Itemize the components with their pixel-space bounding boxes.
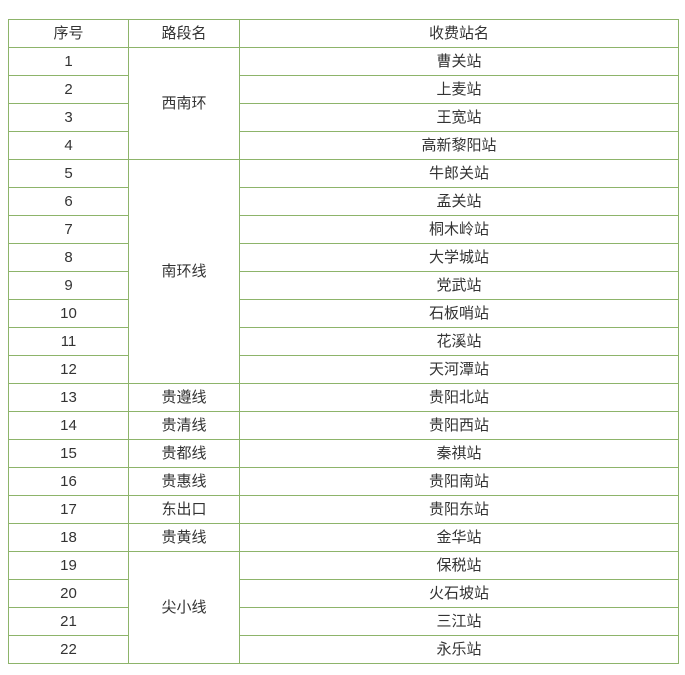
header-row: 序号 路段名 收费站名	[8, 19, 679, 48]
station-cell: 贵阳东站	[239, 495, 679, 524]
segment-cell: 南环线	[128, 159, 240, 384]
station-cell: 金华站	[239, 523, 679, 552]
seq-cell: 13	[8, 383, 129, 412]
station-cell: 永乐站	[239, 635, 679, 664]
header-station: 收费站名	[239, 19, 679, 48]
station-cell: 天河潭站	[239, 355, 679, 384]
station-cell: 保税站	[239, 551, 679, 580]
table-row: 4 高新黎阳站	[8, 131, 679, 160]
table-row: 18 贵黄线 金华站	[8, 523, 679, 552]
seq-cell: 5	[8, 159, 129, 188]
seq-cell: 8	[8, 243, 129, 272]
table-row: 11 花溪站	[8, 327, 679, 356]
table-row: 3 王宽站	[8, 103, 679, 132]
table-row: 22 永乐站	[8, 635, 679, 664]
station-cell: 贵阳北站	[239, 383, 679, 412]
table-row: 5 南环线 牛郎关站	[8, 159, 679, 384]
station-cell: 王宽站	[239, 103, 679, 132]
seq-cell: 21	[8, 607, 129, 636]
segment-cell: 贵清线	[128, 411, 240, 440]
seq-cell: 16	[8, 467, 129, 496]
station-cell: 高新黎阳站	[239, 131, 679, 160]
station-cell: 曹关站	[239, 47, 679, 76]
station-cell: 花溪站	[239, 327, 679, 356]
seq-cell: 14	[8, 411, 129, 440]
station-cell: 大学城站	[239, 243, 679, 272]
toll-station-table: 序号 路段名 收费站名 1 西南环 曹关站 2 上麦站 3 王宽站 4 高新黎阳站 5 南环线 牛郎关…	[8, 19, 679, 664]
table-row: 20 火石坡站	[8, 579, 679, 608]
header-seq: 序号	[8, 19, 129, 48]
table-row: 2 上麦站	[8, 75, 679, 104]
table-row: 16 贵惠线 贵阳南站	[8, 467, 679, 496]
seq-cell: 9	[8, 271, 129, 300]
station-cell: 孟关站	[239, 187, 679, 216]
table-row: 6 孟关站	[8, 187, 679, 216]
table-row: 12 天河潭站	[8, 355, 679, 384]
header-segment: 路段名	[128, 19, 240, 48]
seq-cell: 6	[8, 187, 129, 216]
table-row: 17 东出口 贵阳东站	[8, 495, 679, 524]
table-row: 15 贵都线 秦祺站	[8, 439, 679, 468]
table-row: 1 西南环 曹关站	[8, 47, 679, 160]
station-cell: 党武站	[239, 271, 679, 300]
seq-cell: 3	[8, 103, 129, 132]
table-body: 1 西南环 曹关站 2 上麦站 3 王宽站 4 高新黎阳站 5 南环线 牛郎关站 6 孟关站 7 桐木岭站 8 大…	[8, 47, 679, 664]
seq-cell: 10	[8, 299, 129, 328]
station-cell: 三江站	[239, 607, 679, 636]
segment-cell: 西南环	[128, 47, 240, 160]
station-cell: 贵阳南站	[239, 467, 679, 496]
segment-cell: 尖小线	[128, 551, 240, 664]
station-cell: 石板哨站	[239, 299, 679, 328]
segment-cell: 贵惠线	[128, 467, 240, 496]
seq-cell: 20	[8, 579, 129, 608]
seq-cell: 2	[8, 75, 129, 104]
station-cell: 秦祺站	[239, 439, 679, 468]
station-cell: 贵阳西站	[239, 411, 679, 440]
table-row: 19 尖小线 保税站	[8, 551, 679, 664]
seq-cell: 17	[8, 495, 129, 524]
seq-cell: 12	[8, 355, 129, 384]
station-cell: 桐木岭站	[239, 215, 679, 244]
seq-cell: 4	[8, 131, 129, 160]
table-row: 8 大学城站	[8, 243, 679, 272]
seq-cell: 15	[8, 439, 129, 468]
table-row: 13 贵遵线 贵阳北站	[8, 383, 679, 412]
segment-cell: 贵遵线	[128, 383, 240, 412]
seq-cell: 19	[8, 551, 129, 580]
segment-cell: 贵都线	[128, 439, 240, 468]
table-row: 9 党武站	[8, 271, 679, 300]
table-row: 7 桐木岭站	[8, 215, 679, 244]
seq-cell: 1	[8, 47, 129, 76]
seq-cell: 22	[8, 635, 129, 664]
table-row: 21 三江站	[8, 607, 679, 636]
seq-cell: 18	[8, 523, 129, 552]
seq-cell: 11	[8, 327, 129, 356]
seq-cell: 7	[8, 215, 129, 244]
station-cell: 牛郎关站	[239, 159, 679, 188]
station-cell: 火石坡站	[239, 579, 679, 608]
segment-cell: 贵黄线	[128, 523, 240, 552]
table-row: 14 贵清线 贵阳西站	[8, 411, 679, 440]
segment-cell: 东出口	[128, 495, 240, 524]
table-row: 10 石板哨站	[8, 299, 679, 328]
station-cell: 上麦站	[239, 75, 679, 104]
